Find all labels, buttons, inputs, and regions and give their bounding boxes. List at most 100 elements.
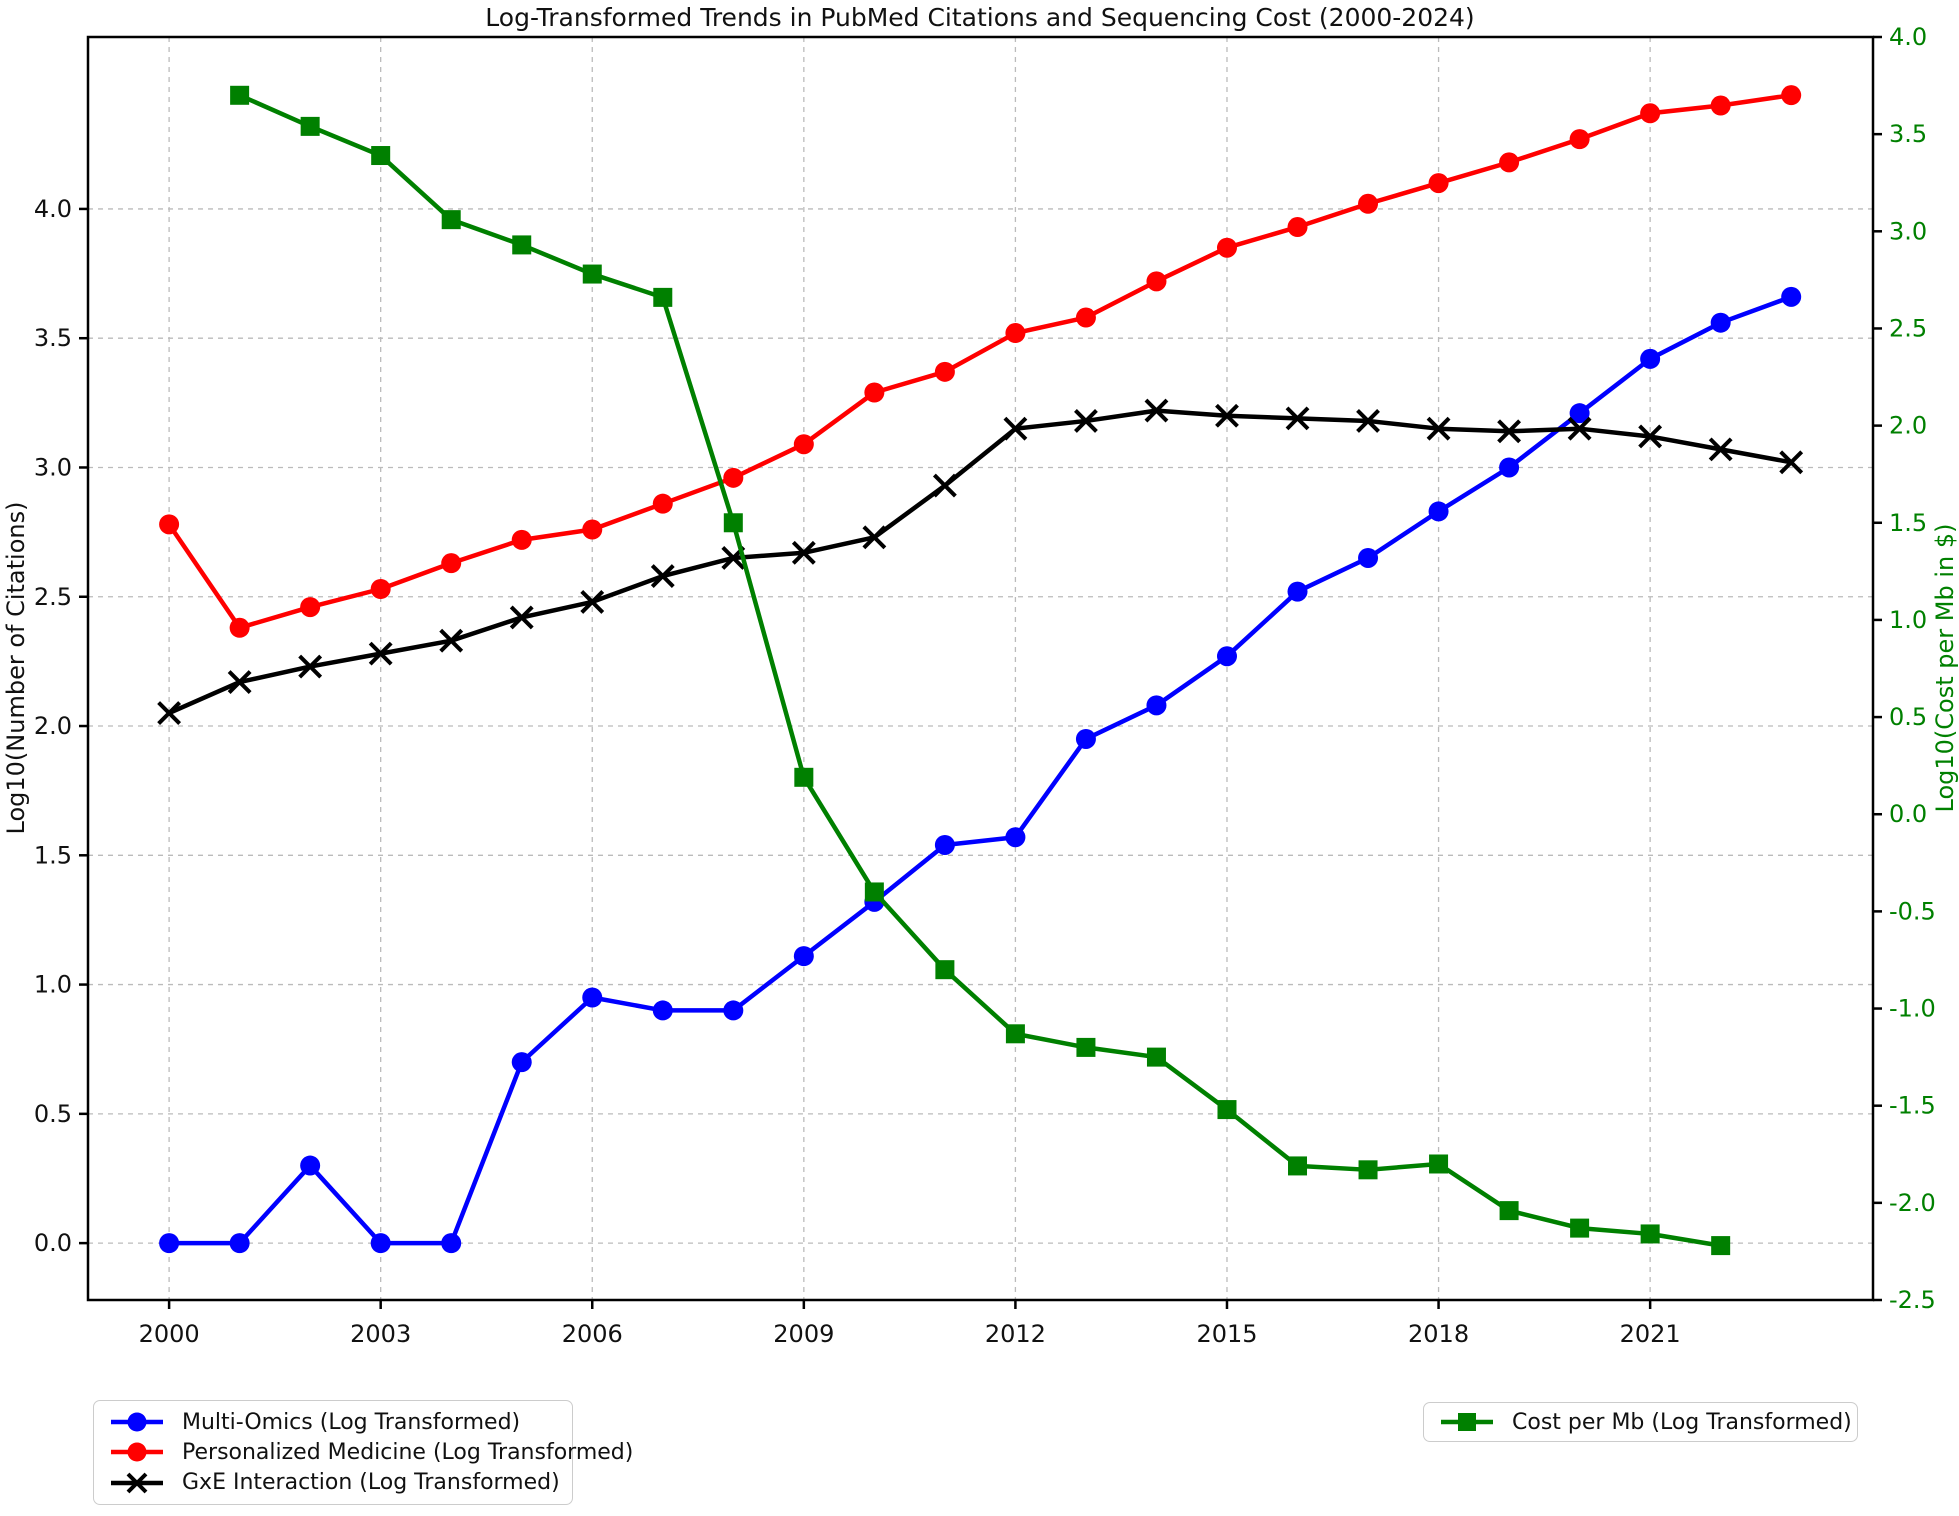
x-tick-label: 2015 — [1196, 1320, 1257, 1348]
data-point — [441, 1233, 462, 1254]
data-point — [1710, 312, 1731, 333]
data-point — [1075, 728, 1096, 749]
data-point — [370, 1233, 391, 1254]
data-point — [1003, 416, 1028, 441]
data-point — [1428, 501, 1449, 522]
data-point — [1146, 695, 1167, 716]
gxe-interaction-marker-icon — [108, 1470, 166, 1496]
x-tick-label: 2006 — [562, 1320, 623, 1348]
series-line — [166, 294, 1794, 1246]
x-tick-label: 2009 — [773, 1320, 834, 1348]
data-point — [934, 361, 955, 382]
data-point — [1075, 307, 1096, 328]
data-point — [1074, 409, 1098, 433]
data-point — [441, 553, 462, 574]
data-point — [230, 85, 250, 105]
y-left-tick-label: 3.5 — [34, 324, 72, 352]
data-point — [1499, 457, 1520, 478]
data-point — [1499, 152, 1520, 173]
tick-marks — [79, 35, 1882, 1309]
legend-label: Personalized Medicine (Log Transformed) — [182, 1439, 634, 1465]
data-point — [509, 605, 534, 630]
legend-label: Cost per Mb (Log Transformed) — [1512, 1409, 1852, 1435]
legend-label: GxE Interaction (Log Transformed) — [182, 1470, 560, 1496]
data-point — [370, 578, 391, 599]
y-left-tick-label: 2.5 — [34, 583, 72, 611]
chart-title: Log-Transformed Trends in PubMed Citatio… — [485, 3, 1475, 32]
y-right-tick-label: 2.5 — [1889, 314, 1927, 342]
data-point — [1708, 437, 1733, 462]
data-point — [582, 264, 602, 284]
x-tick-label: 2018 — [1408, 1320, 1469, 1348]
legend-item-personalized-medicine: Personalized Medicine (Log Transformed) — [108, 1439, 633, 1465]
data-point — [650, 564, 675, 588]
legend-cost: Cost per Mb (Log Transformed) — [1423, 1402, 1858, 1442]
data-point — [368, 641, 393, 666]
data-point — [300, 116, 320, 136]
data-point — [793, 434, 814, 455]
y-left-tick-label: 0.0 — [34, 1229, 72, 1257]
data-point — [580, 590, 605, 614]
data-point — [864, 382, 885, 403]
data-point — [1358, 193, 1379, 214]
data-point — [1569, 403, 1590, 424]
legend-item-multi-omics: Multi-Omics (Log Transformed) — [108, 1409, 558, 1435]
data-point — [511, 1052, 532, 1073]
y-left-tick-label: 4.0 — [34, 195, 72, 223]
data-point — [227, 670, 252, 694]
data-point — [1005, 827, 1026, 848]
data-point — [1638, 424, 1663, 449]
legend-item-cost-per-mb: Cost per Mb (Log Transformed) — [1438, 1409, 1852, 1435]
y-right-tick-label: 1.0 — [1889, 606, 1927, 634]
data-point — [1640, 103, 1661, 124]
y-right-tick-label: 2.0 — [1889, 412, 1927, 440]
data-point — [864, 882, 884, 902]
data-point — [1144, 398, 1169, 423]
data-point — [653, 287, 673, 307]
legend-label: Multi-Omics (Log Transformed) — [182, 1409, 521, 1435]
y-right-tick-label: -1.0 — [1889, 995, 1936, 1023]
y-right-tick-label: 0.0 — [1889, 800, 1927, 828]
y-right-tick-label: 0.5 — [1889, 703, 1927, 731]
data-point — [439, 628, 464, 653]
x-tick-label: 2003 — [350, 1320, 411, 1348]
legend-citations: Multi-Omics (Log Transformed) Personaliz… — [93, 1400, 633, 1505]
data-point — [1005, 323, 1026, 344]
series-0 — [159, 286, 1802, 1254]
y-right-tick-label: 1.5 — [1889, 509, 1927, 537]
data-point — [1497, 419, 1522, 444]
data-point — [723, 513, 743, 533]
series-line — [166, 408, 1794, 716]
x-tick-label: 2012 — [985, 1320, 1046, 1348]
data-point — [652, 1000, 673, 1021]
data-point — [300, 597, 321, 618]
data-point — [512, 235, 532, 255]
series-2 — [157, 398, 1804, 726]
data-point — [1711, 1236, 1731, 1256]
data-point — [1428, 173, 1449, 194]
data-point — [934, 834, 955, 855]
data-point — [1216, 237, 1237, 258]
data-point — [1779, 450, 1804, 475]
data-point — [793, 946, 814, 967]
data-point — [1146, 271, 1167, 292]
y-right-tick-label: -2.5 — [1889, 1286, 1936, 1314]
data-point — [159, 514, 180, 535]
series-line — [166, 92, 1794, 631]
data-point — [1356, 409, 1380, 433]
data-point — [1570, 1218, 1590, 1238]
data-point — [300, 1155, 321, 1176]
series-line — [237, 93, 1723, 1248]
y-right-tick-label: -0.5 — [1889, 897, 1936, 925]
data-point — [582, 519, 603, 540]
x-tick-label: 2000 — [139, 1320, 200, 1348]
data-point — [1287, 217, 1308, 238]
y-left-tick-label: 2.0 — [34, 712, 72, 740]
data-point — [229, 1233, 250, 1254]
data-point — [582, 987, 603, 1008]
data-point — [441, 210, 461, 230]
series-3 — [230, 85, 1731, 1256]
y-left-tick-label: 1.5 — [34, 841, 72, 869]
